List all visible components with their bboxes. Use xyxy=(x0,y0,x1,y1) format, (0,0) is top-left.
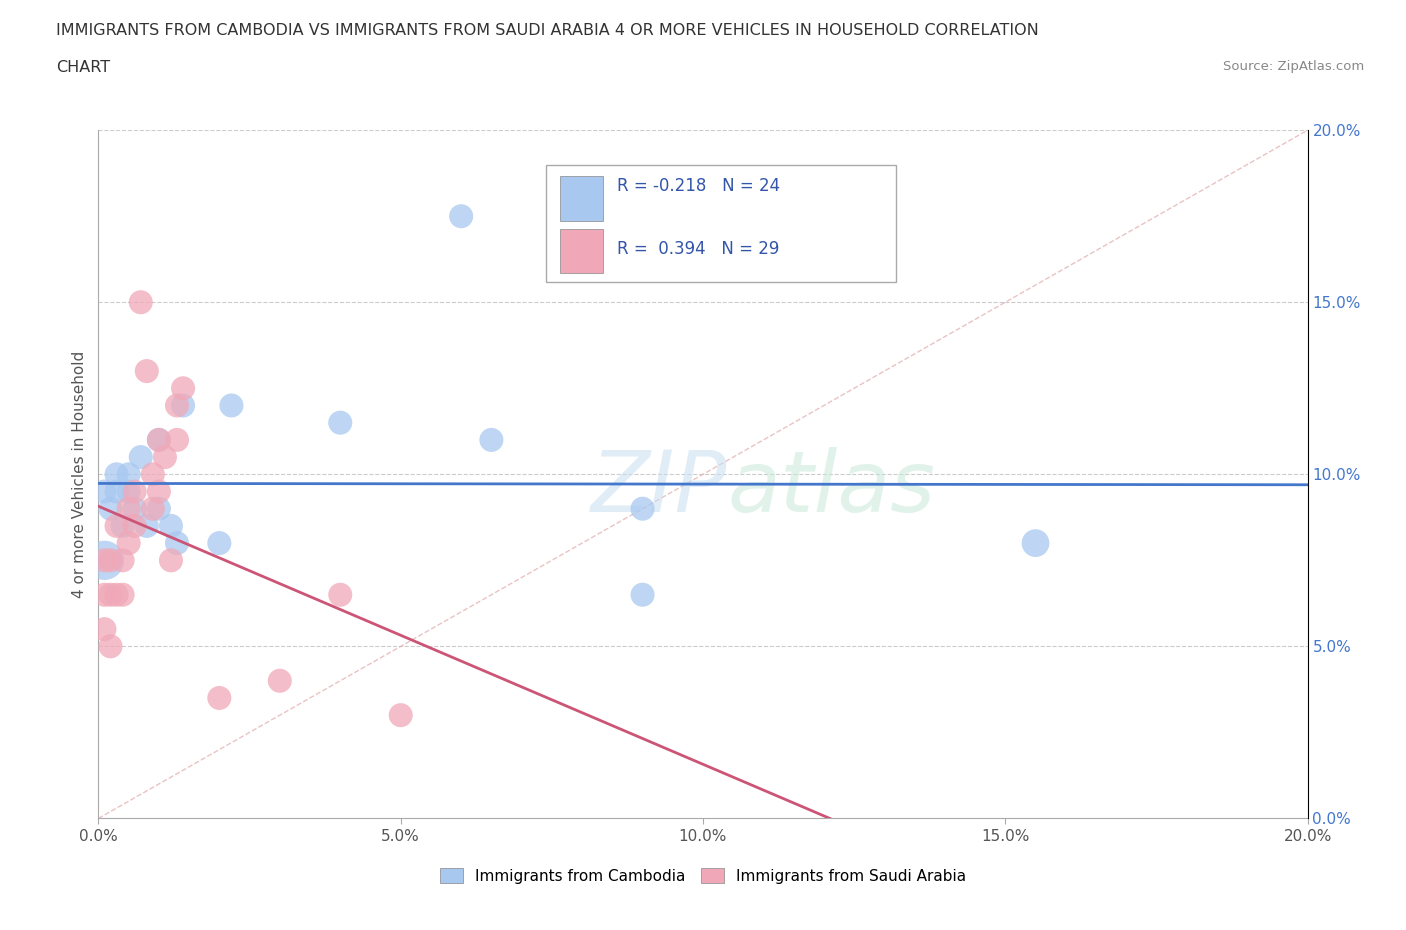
Point xyxy=(142,501,165,516)
Point xyxy=(450,209,472,224)
Point xyxy=(124,485,146,499)
Point xyxy=(153,450,176,465)
Text: CHART: CHART xyxy=(56,60,110,75)
Point xyxy=(135,519,157,534)
Point xyxy=(111,553,134,568)
FancyBboxPatch shape xyxy=(561,176,603,220)
Text: atlas: atlas xyxy=(727,446,935,529)
Point xyxy=(93,588,115,603)
Point xyxy=(100,588,122,603)
Text: IMMIGRANTS FROM CAMBODIA VS IMMIGRANTS FROM SAUDI ARABIA 4 OR MORE VEHICLES IN H: IMMIGRANTS FROM CAMBODIA VS IMMIGRANTS F… xyxy=(56,23,1039,38)
Text: Source: ZipAtlas.com: Source: ZipAtlas.com xyxy=(1223,60,1364,73)
Text: R = -0.218   N = 24: R = -0.218 N = 24 xyxy=(617,177,780,194)
Point xyxy=(631,501,654,516)
Point xyxy=(172,398,194,413)
Point xyxy=(118,485,141,499)
Point xyxy=(111,519,134,534)
Point xyxy=(111,588,134,603)
Point xyxy=(105,519,128,534)
Point xyxy=(166,398,188,413)
Point xyxy=(129,295,152,310)
Point xyxy=(142,467,165,482)
Point xyxy=(1024,536,1046,551)
Point xyxy=(100,639,122,654)
Point xyxy=(118,536,141,551)
Point xyxy=(100,501,122,516)
Point xyxy=(93,553,115,568)
Point xyxy=(105,467,128,482)
Point xyxy=(208,536,231,551)
Point xyxy=(148,432,170,447)
Point xyxy=(124,501,146,516)
Point xyxy=(269,673,291,688)
Point xyxy=(631,588,654,603)
Point xyxy=(105,485,128,499)
Point xyxy=(118,501,141,516)
Point xyxy=(160,553,183,568)
Point xyxy=(481,432,503,447)
Point xyxy=(135,364,157,379)
Point xyxy=(148,485,170,499)
Text: ZIP: ZIP xyxy=(591,446,727,529)
Point xyxy=(105,588,128,603)
Point xyxy=(389,708,412,723)
Text: R =  0.394   N = 29: R = 0.394 N = 29 xyxy=(617,240,779,258)
Point xyxy=(329,588,352,603)
Point xyxy=(93,485,115,499)
Point xyxy=(93,553,115,568)
FancyBboxPatch shape xyxy=(561,229,603,273)
Point xyxy=(329,416,352,431)
Point xyxy=(166,536,188,551)
Point xyxy=(166,432,188,447)
FancyBboxPatch shape xyxy=(546,165,897,282)
Point xyxy=(148,501,170,516)
Point xyxy=(93,622,115,637)
Point xyxy=(221,398,243,413)
Point xyxy=(124,519,146,534)
Point xyxy=(172,381,194,396)
Point xyxy=(160,519,183,534)
Y-axis label: 4 or more Vehicles in Household: 4 or more Vehicles in Household xyxy=(72,351,87,598)
Point xyxy=(129,450,152,465)
Point xyxy=(118,467,141,482)
Point xyxy=(208,690,231,706)
Point xyxy=(100,553,122,568)
Point xyxy=(148,432,170,447)
Legend: Immigrants from Cambodia, Immigrants from Saudi Arabia: Immigrants from Cambodia, Immigrants fro… xyxy=(434,862,972,890)
